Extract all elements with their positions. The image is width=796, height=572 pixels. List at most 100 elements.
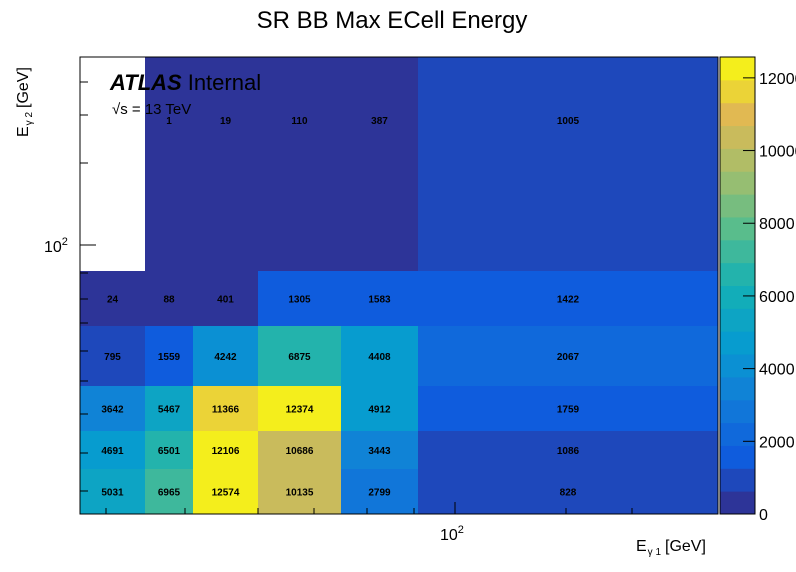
colorbar-tick-label: 2000 bbox=[759, 434, 795, 451]
cell-value-label: 11366 bbox=[212, 405, 240, 416]
heatmap-cell bbox=[145, 386, 193, 431]
colorbar-tick-label: 0 bbox=[759, 507, 768, 524]
cell-value-label: 10135 bbox=[286, 488, 314, 499]
heatmap-cell bbox=[341, 386, 418, 431]
heatmap-cell bbox=[145, 469, 193, 514]
cell-value-label: 10686 bbox=[286, 446, 314, 457]
x-axis-ticks bbox=[105, 502, 633, 514]
heatmap-cell-labels: 5031 6965 12574 10135 2799 828 4691 6501 12106 10… bbox=[101, 116, 579, 499]
colorbar-segment bbox=[720, 171, 755, 195]
cell-value-label: 4408 bbox=[368, 352, 391, 363]
cell-value-label: 1086 bbox=[557, 446, 580, 457]
heatmap-cell bbox=[80, 326, 145, 386]
colorbar-segment bbox=[720, 399, 755, 424]
colorbar-segment bbox=[720, 262, 755, 286]
heatmap-cells bbox=[80, 57, 718, 514]
cell-value-label: 1759 bbox=[557, 405, 580, 416]
heatmap-cell bbox=[145, 271, 193, 326]
colorbar-segment bbox=[720, 102, 755, 127]
heatmap-cell bbox=[193, 431, 258, 469]
colorbar-ticks: 0 2000 4000 6000 8000 10000 12000 bbox=[743, 71, 796, 524]
colorbar-tick-label: 6000 bbox=[759, 289, 795, 306]
cell-value-label: 4242 bbox=[214, 352, 237, 363]
y-axis-label: Eγ 2[GeV] bbox=[15, 67, 35, 137]
cell-value-label: 12374 bbox=[286, 405, 314, 416]
colorbar-segment bbox=[720, 376, 755, 401]
plot-frame bbox=[79, 56, 719, 515]
colorbar-segment bbox=[720, 194, 755, 218]
colorbar-tick-label: 8000 bbox=[759, 216, 795, 233]
cell-value-label: 1305 bbox=[288, 295, 311, 306]
colorbar-segment bbox=[720, 79, 755, 104]
heatmap-cell bbox=[341, 326, 418, 386]
colorbar-segment bbox=[720, 125, 755, 149]
colorbar-segment bbox=[720, 308, 755, 332]
heatmap-cell bbox=[418, 326, 718, 386]
heatmap-cell bbox=[258, 326, 341, 386]
heatmap-cell bbox=[258, 57, 341, 271]
cell-value-label: 1583 bbox=[368, 295, 391, 306]
cell-value-label: 1 bbox=[166, 116, 172, 127]
colorbar-segment bbox=[720, 445, 755, 469]
heatmap-cell bbox=[418, 57, 718, 271]
cell-value-label: 2067 bbox=[557, 352, 580, 363]
heatmap-cell bbox=[341, 57, 418, 271]
heatmap-cell bbox=[341, 469, 418, 514]
cell-value-label: 12574 bbox=[212, 488, 240, 499]
y-axis-ticks bbox=[80, 81, 96, 492]
cell-value-label: 401 bbox=[217, 295, 234, 306]
colorbar-segment bbox=[720, 57, 755, 81]
energy-label: √s = 13 TeV bbox=[112, 101, 191, 118]
cell-value-label: 110 bbox=[291, 116, 308, 127]
cell-value-label: 795 bbox=[104, 352, 121, 363]
colorbar-segment bbox=[720, 354, 755, 378]
colorbar-segment bbox=[720, 468, 755, 492]
cell-value-label: 6501 bbox=[158, 446, 181, 457]
cell-value-label: 4912 bbox=[368, 405, 391, 416]
cell-value-label: 88 bbox=[163, 295, 175, 306]
colorbar-segment bbox=[720, 331, 755, 355]
heatmap-cell bbox=[418, 386, 718, 431]
heatmap-cell bbox=[258, 386, 341, 431]
colorbar bbox=[719, 56, 756, 515]
heatmap-cell bbox=[193, 326, 258, 386]
colorbar-segment bbox=[720, 148, 755, 172]
heatmap-cell bbox=[418, 431, 718, 469]
heatmap-cell bbox=[80, 469, 145, 514]
colorbar-tick-label: 10000 bbox=[759, 144, 796, 161]
y-tick-label: 102 bbox=[44, 236, 68, 256]
cell-value-label: 387 bbox=[371, 116, 388, 127]
cell-value-label: 5467 bbox=[158, 405, 181, 416]
heatmap-cell bbox=[418, 271, 718, 326]
colorbar-segment bbox=[720, 239, 755, 264]
cell-value-label: 4691 bbox=[101, 446, 124, 457]
cell-value-label: 19 bbox=[220, 116, 232, 127]
heatmap-cell bbox=[341, 271, 418, 326]
heatmap-cell bbox=[258, 271, 341, 326]
colorbar-segment bbox=[720, 216, 755, 241]
heatmap-cell bbox=[80, 271, 145, 326]
heatmap-cell bbox=[145, 57, 193, 271]
cell-value-label: 6875 bbox=[288, 352, 311, 363]
heatmap-cell bbox=[145, 326, 193, 386]
x-axis-label: Eγ 1 [GeV] bbox=[636, 538, 706, 558]
colorbar-frame bbox=[719, 56, 756, 515]
cell-value-label: 3642 bbox=[101, 405, 124, 416]
heatmap-cell bbox=[258, 431, 341, 469]
heatmap-cell bbox=[145, 431, 193, 469]
colorbar-segment bbox=[720, 491, 755, 515]
cell-value-label: 1005 bbox=[557, 116, 580, 127]
colorbar-segment bbox=[720, 422, 755, 446]
chart-title: SR BB Max ECell Energy bbox=[257, 7, 528, 34]
cell-value-label: 3443 bbox=[368, 446, 391, 457]
x-tick-label: 102 bbox=[440, 524, 464, 544]
heatmap-cell bbox=[418, 469, 718, 514]
heatmap-cell bbox=[193, 386, 258, 431]
cell-value-label: 12106 bbox=[212, 446, 240, 457]
heatmap-cell bbox=[193, 57, 258, 271]
heatmap-cell bbox=[80, 431, 145, 469]
cell-value-label: 6965 bbox=[158, 488, 181, 499]
cell-value-label: 828 bbox=[560, 488, 577, 499]
cell-value-label: 5031 bbox=[101, 488, 124, 499]
